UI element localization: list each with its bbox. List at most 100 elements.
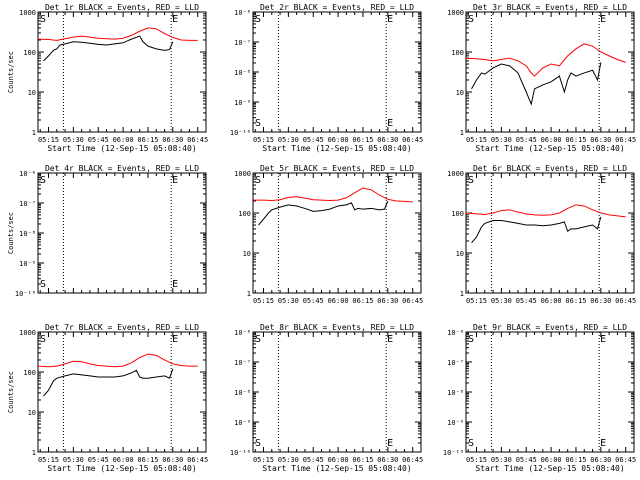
- x-axis-label: Start Time (12-Sep-15 05:08:40): [262, 144, 411, 153]
- x-tick-label: 05:30: [63, 136, 84, 144]
- x-tick-label: 06:45: [615, 136, 636, 144]
- y-tick-label: 1000: [234, 170, 251, 178]
- x-tick-label: 05:45: [516, 136, 537, 144]
- x-tick-label: 06:30: [162, 456, 183, 464]
- x-tick-label: 05:15: [253, 456, 274, 464]
- y-tick-label: 10⁻⁹: [447, 419, 464, 427]
- detector-plot-7: Det 7r BLACK = Events, RED = LLD 1 10 100 10…: [7, 323, 208, 473]
- y-tick-label: 1000: [447, 9, 464, 17]
- detector-plot-5: Det 5r BLACK = Events, RED = LLD 1 10 100 10…: [234, 164, 423, 305]
- x-tick-label: 05:45: [516, 297, 537, 305]
- x-tick-label: 05:30: [491, 136, 512, 144]
- start-marker: S: [255, 175, 261, 186]
- x-tick-label: 06:00: [113, 456, 134, 464]
- y-tick-label: 10⁻⁸: [234, 69, 251, 77]
- x-tick-label: 06:45: [402, 297, 423, 305]
- lld-series-line: [37, 353, 198, 368]
- plot-title: Det 3r BLACK = Events, RED = LLD: [473, 3, 627, 12]
- y-tick-label: 1: [460, 129, 464, 137]
- x-axis-label: Start Time (12-Sep-15 05:08:40): [47, 144, 196, 153]
- lld-series-line: [37, 27, 198, 41]
- end-marker: E: [172, 175, 178, 186]
- x-tick-label: 05:30: [278, 456, 299, 464]
- start-marker: S: [468, 334, 474, 345]
- y-tick-label: 10: [456, 250, 464, 258]
- x-tick-label: 05:30: [491, 297, 512, 305]
- plot-title: Det 4r BLACK = Events, RED = LLD: [45, 164, 199, 173]
- x-tick-label: 05:15: [466, 297, 487, 305]
- x-tick-label: 06:45: [187, 456, 208, 464]
- y-tick-label: 100: [23, 369, 36, 377]
- start-marker: S: [468, 14, 474, 25]
- x-tick-label: 06:30: [590, 297, 611, 305]
- detector-plot-9: Det 9r BLACK = Events, RED = LLD 10⁻⁶ 10⁻⁷…: [443, 323, 636, 473]
- end-marker-bottom: E: [387, 438, 393, 449]
- x-tick-label: 05:30: [278, 297, 299, 305]
- x-tick-label: 06:45: [187, 136, 208, 144]
- x-tick-label: 05:15: [466, 136, 487, 144]
- x-tick-label: 06:30: [590, 136, 611, 144]
- y-tick-label: 10⁻¹⁰: [230, 129, 251, 137]
- x-tick-label: 05:30: [63, 456, 84, 464]
- y-tick-label: 10⁻¹⁰: [230, 449, 251, 457]
- y-tick-label: 100: [451, 49, 464, 57]
- events-series-line: [471, 62, 602, 106]
- plot-title: Det 9r BLACK = Events, RED = LLD: [473, 323, 627, 332]
- x-tick-label: 05:45: [88, 136, 109, 144]
- start-marker: S: [255, 14, 261, 25]
- x-tick-label: 05:15: [253, 297, 274, 305]
- y-tick-label: 10⁻¹⁰: [443, 449, 464, 457]
- y-tick-label: 10⁻⁶: [447, 329, 464, 337]
- x-tick-label: 05:45: [88, 456, 109, 464]
- x-tick-label: 06:45: [615, 456, 636, 464]
- plot-title: Det 5r BLACK = Events, RED = LLD: [260, 164, 414, 173]
- x-tick-label: 05:45: [303, 297, 324, 305]
- x-tick-label: 05:45: [303, 456, 324, 464]
- x-axis-label: Start Time (12-Sep-15 05:08:40): [475, 144, 624, 153]
- x-tick-label: 06:15: [352, 136, 373, 144]
- y-axis-label: Counts/sec: [7, 212, 15, 254]
- x-tick-label: 06:00: [113, 136, 134, 144]
- detector-plot-2: Det 2r BLACK = Events, RED = LLD 10⁻⁶ 10⁻⁷…: [230, 3, 423, 153]
- y-tick-label: 10⁻⁸: [447, 389, 464, 397]
- start-marker-bottom: S: [255, 438, 261, 449]
- y-axis-label: Counts/sec: [7, 51, 15, 93]
- events-series-line: [258, 200, 389, 226]
- start-marker-bottom: S: [468, 438, 474, 449]
- y-tick-label: 10: [243, 250, 251, 258]
- x-tick-label: 06:00: [541, 297, 562, 305]
- start-marker: S: [255, 334, 261, 345]
- lld-series-line: [465, 204, 626, 218]
- x-tick-label: 06:00: [328, 456, 349, 464]
- x-tick-label: 06:15: [565, 136, 586, 144]
- x-tick-label: 06:00: [328, 297, 349, 305]
- y-tick-label: 1000: [19, 9, 36, 17]
- plot-frame: [37, 331, 207, 453]
- y-axis-label: Counts/sec: [7, 371, 15, 413]
- end-marker: E: [600, 334, 606, 345]
- y-tick-label: 1: [460, 290, 464, 298]
- lld-series-line: [465, 43, 626, 77]
- x-tick-label: 05:30: [278, 136, 299, 144]
- y-tick-label: 10: [456, 89, 464, 97]
- x-tick-label: 06:15: [137, 136, 158, 144]
- x-axis-label: Start Time (12-Sep-15 05:08:40): [262, 464, 411, 473]
- start-marker: S: [40, 175, 46, 186]
- x-tick-label: 06:30: [377, 136, 398, 144]
- plot-frame: [465, 172, 635, 294]
- start-marker: S: [40, 334, 46, 345]
- x-tick-label: 06:15: [565, 297, 586, 305]
- start-marker: S: [468, 175, 474, 186]
- detector-plot-4: Det 4r BLACK = Events, RED = LLD 10⁻⁶ 10⁻⁷…: [7, 164, 207, 298]
- y-tick-label: 1000: [447, 170, 464, 178]
- y-tick-label: 1: [247, 290, 251, 298]
- y-tick-label: 1: [32, 449, 36, 457]
- y-tick-label: 10⁻⁸: [234, 389, 251, 397]
- x-tick-label: 05:15: [466, 456, 487, 464]
- x-tick-label: 06:00: [541, 136, 562, 144]
- lld-series-line: [253, 187, 413, 203]
- detector-plot-6: Det 6r BLACK = Events, RED = LLD 1 10 100 10…: [447, 164, 636, 305]
- x-tick-label: 05:15: [253, 136, 274, 144]
- plot-title: Det 6r BLACK = Events, RED = LLD: [473, 164, 627, 173]
